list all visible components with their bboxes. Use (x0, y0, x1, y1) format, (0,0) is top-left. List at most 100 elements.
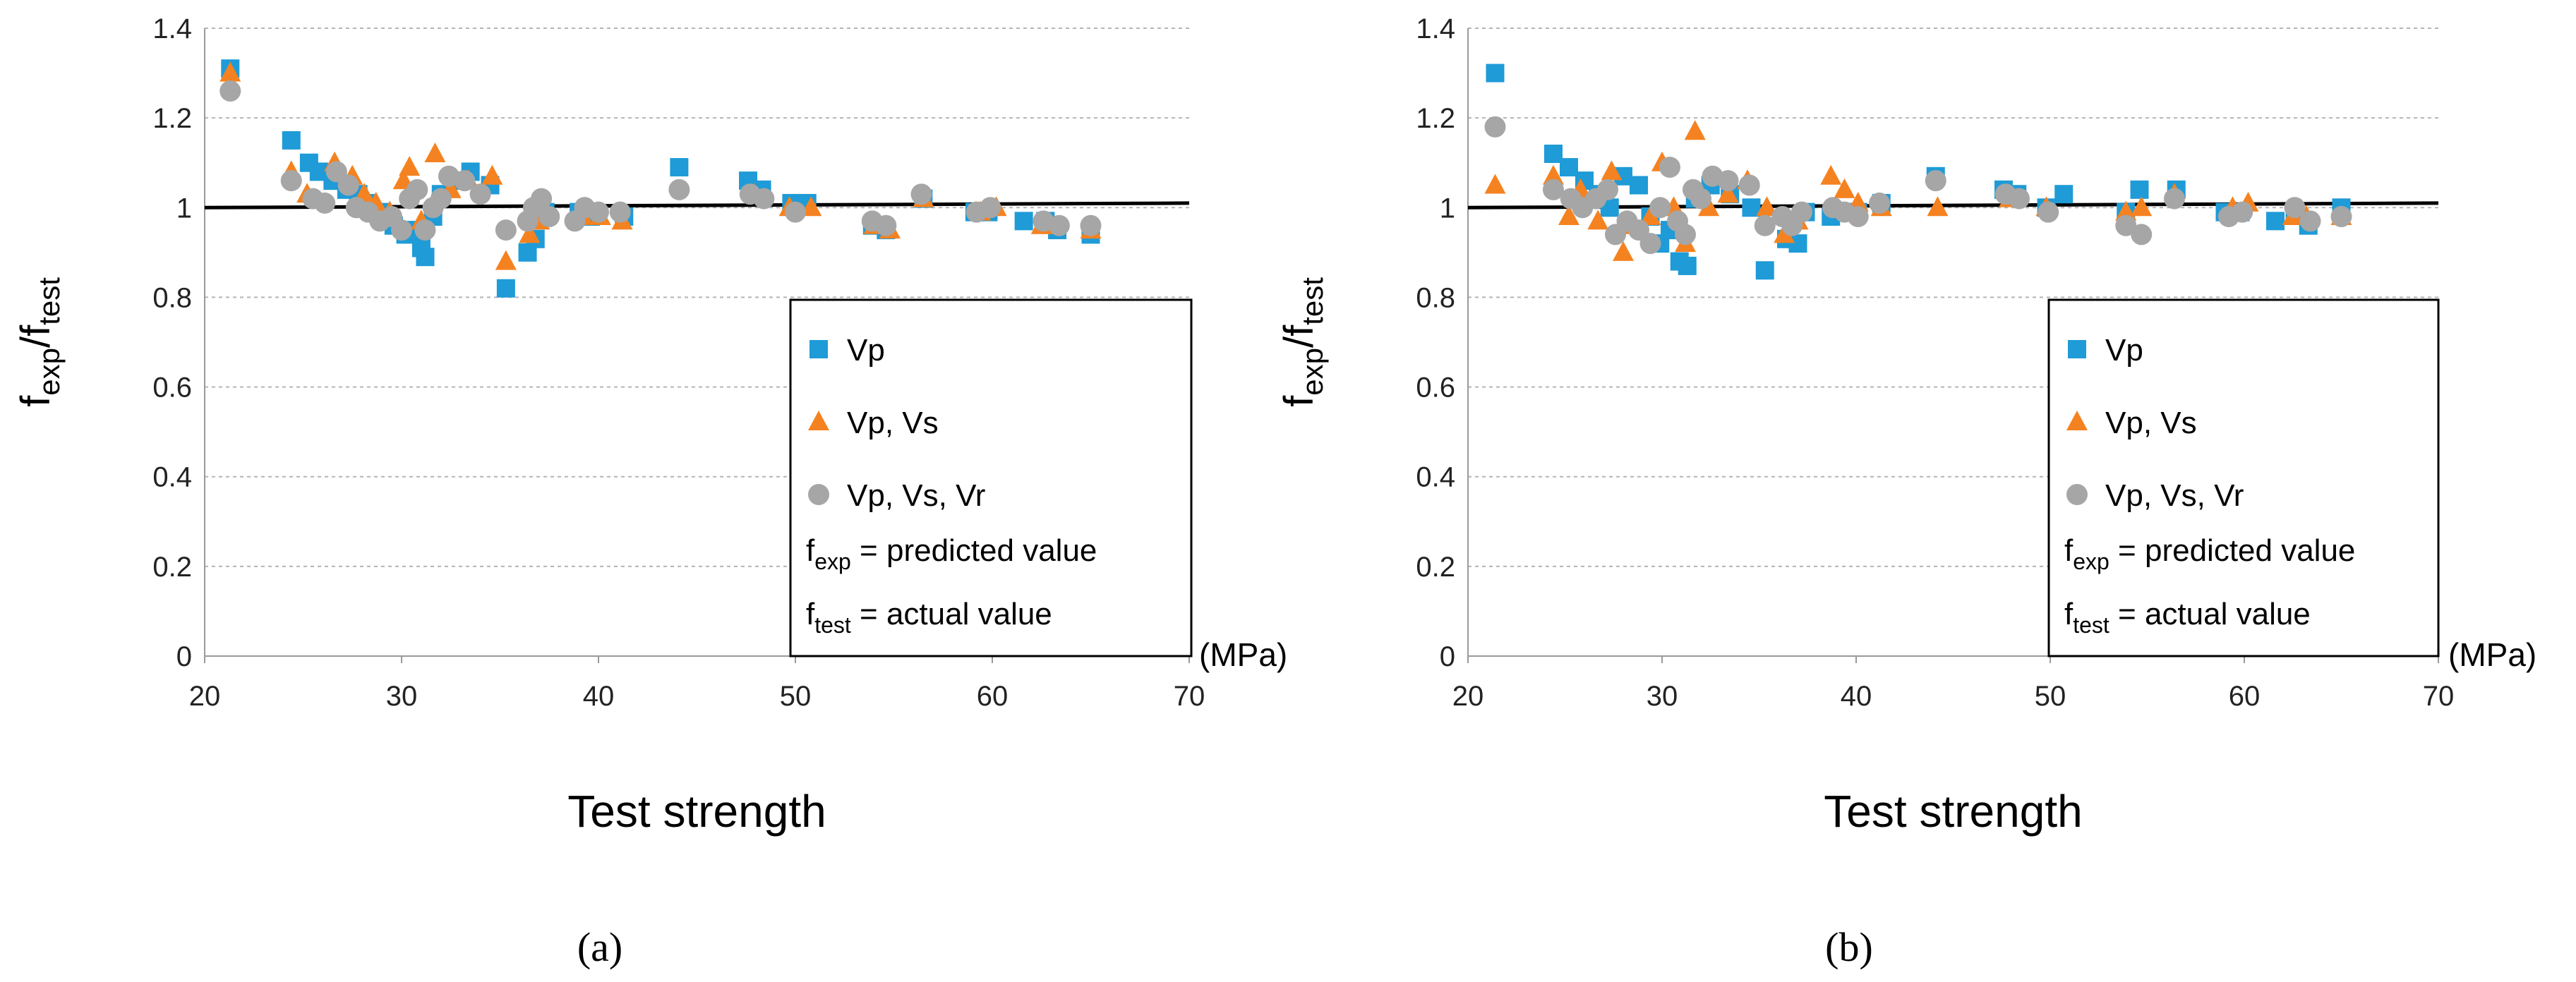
data-point (414, 219, 436, 241)
y-axis-label-part: exp (32, 348, 66, 396)
x-tick-label: 70 (1174, 681, 1205, 712)
legend-marker-circle (808, 484, 829, 505)
data-point (910, 183, 932, 205)
data-point (314, 192, 336, 214)
y-tick-label: 0.4 (1416, 462, 1455, 493)
legend-marker-circle (2066, 484, 2088, 505)
data-point (1597, 178, 1618, 200)
data-point (1587, 210, 1609, 230)
data-point (1639, 233, 1661, 255)
data-point (2131, 196, 2153, 217)
legend-entry: Vp (2105, 333, 2143, 368)
x-unit-label: (MPa) (2448, 636, 2536, 673)
y-axis-label-part: test (32, 277, 66, 325)
data-point (424, 143, 446, 162)
data-point (1869, 192, 1890, 214)
legend-note-part: test (2073, 612, 2109, 638)
data-point (391, 219, 412, 241)
y-tick-label: 1.4 (1416, 13, 1455, 44)
data-point (1927, 196, 1949, 217)
data-point (1717, 170, 1739, 192)
data-point (609, 201, 631, 223)
x-unit-label: (MPa) (1199, 636, 1287, 673)
x-tick-label: 60 (977, 681, 1009, 712)
data-point (416, 248, 435, 267)
legend-entry: Vp (847, 333, 885, 368)
legend-note-part: exp (814, 549, 851, 574)
series-vp-vs-vr (1484, 116, 2352, 255)
y-axis-label-part: f (1276, 395, 1322, 407)
legend-box (789, 298, 1193, 657)
x-tick-label: 30 (386, 681, 418, 712)
data-point (280, 170, 302, 192)
data-point (1717, 183, 1739, 203)
series-vp-vs-vr (219, 80, 1102, 241)
data-point (1698, 196, 1719, 217)
y-tick-label: 0.6 (152, 372, 192, 404)
data-point (538, 206, 560, 227)
data-point (399, 156, 421, 176)
data-point (2266, 212, 2285, 231)
y-axis-label-part: /f (13, 325, 59, 348)
data-point (219, 80, 241, 102)
y-axis-label-part: test (1296, 277, 1329, 325)
x-axis-label: Test strength (1824, 786, 2082, 837)
legend-note-part: f (2064, 533, 2074, 568)
legend-entry: Vp, Vs, Vr (2105, 478, 2244, 513)
series-vp-vs (219, 61, 1102, 270)
y-tick-label: 1.2 (152, 103, 192, 134)
data-point (1649, 197, 1671, 219)
legend-marker-square (809, 340, 828, 358)
y-tick-label: 0 (176, 641, 192, 672)
legend-note-part: test (814, 612, 851, 638)
chart-panel-a: 00.20.40.60.811.21.420 30 40 50 60 70(MPa)fex… (13, 13, 1287, 970)
data-point (430, 188, 452, 210)
data-point (1560, 158, 1578, 177)
legend-note: ftest = actual value (806, 597, 1052, 638)
legend-marker-triangle (808, 411, 829, 430)
data-point (1754, 214, 1776, 236)
data-point (670, 158, 689, 177)
data-point (980, 197, 1001, 219)
data-point (495, 250, 517, 270)
data-point (2131, 224, 2153, 246)
data-point (481, 164, 503, 185)
legend-entry: Vp, Vs (2105, 406, 2197, 440)
y-tick-label: 0.2 (1416, 552, 1455, 583)
data-point (2330, 206, 2352, 227)
panel-label: (b) (1825, 924, 1873, 970)
data-point (1742, 198, 1761, 217)
data-point (1544, 145, 1563, 163)
y-tick-label: 0.6 (1416, 372, 1455, 404)
data-point (1684, 120, 1706, 140)
y-axis-label: fexp/ftest (1276, 277, 1329, 407)
x-tick-label: 30 (1647, 681, 1678, 712)
legend-note-part: = predicted value (851, 533, 1097, 568)
y-axis-label-part: exp (1296, 348, 1329, 396)
data-point (531, 188, 553, 210)
data-point (1690, 188, 1711, 210)
y-tick-label: 0.8 (152, 282, 192, 313)
legend-marker-square (2068, 340, 2086, 358)
data-point (1834, 178, 1855, 198)
y-tick-label: 1.4 (152, 13, 192, 44)
data-point (1756, 196, 1778, 217)
data-point (496, 279, 515, 298)
data-point (1558, 205, 1579, 225)
data-point (495, 219, 517, 241)
data-point (588, 201, 609, 223)
data-point (1613, 241, 1634, 261)
legend-note-part: = predicted value (2109, 533, 2356, 568)
y-tick-label: 1 (1440, 193, 1455, 224)
legend-box (2047, 298, 2440, 657)
data-point (1847, 206, 1869, 227)
reference-line (1467, 201, 2439, 210)
data-point (519, 223, 541, 243)
data-point (1484, 116, 1506, 138)
data-point (2115, 214, 2137, 236)
data-point (1048, 214, 1070, 236)
x-tick-label: 70 (2423, 681, 2455, 712)
data-point (2164, 188, 2185, 210)
